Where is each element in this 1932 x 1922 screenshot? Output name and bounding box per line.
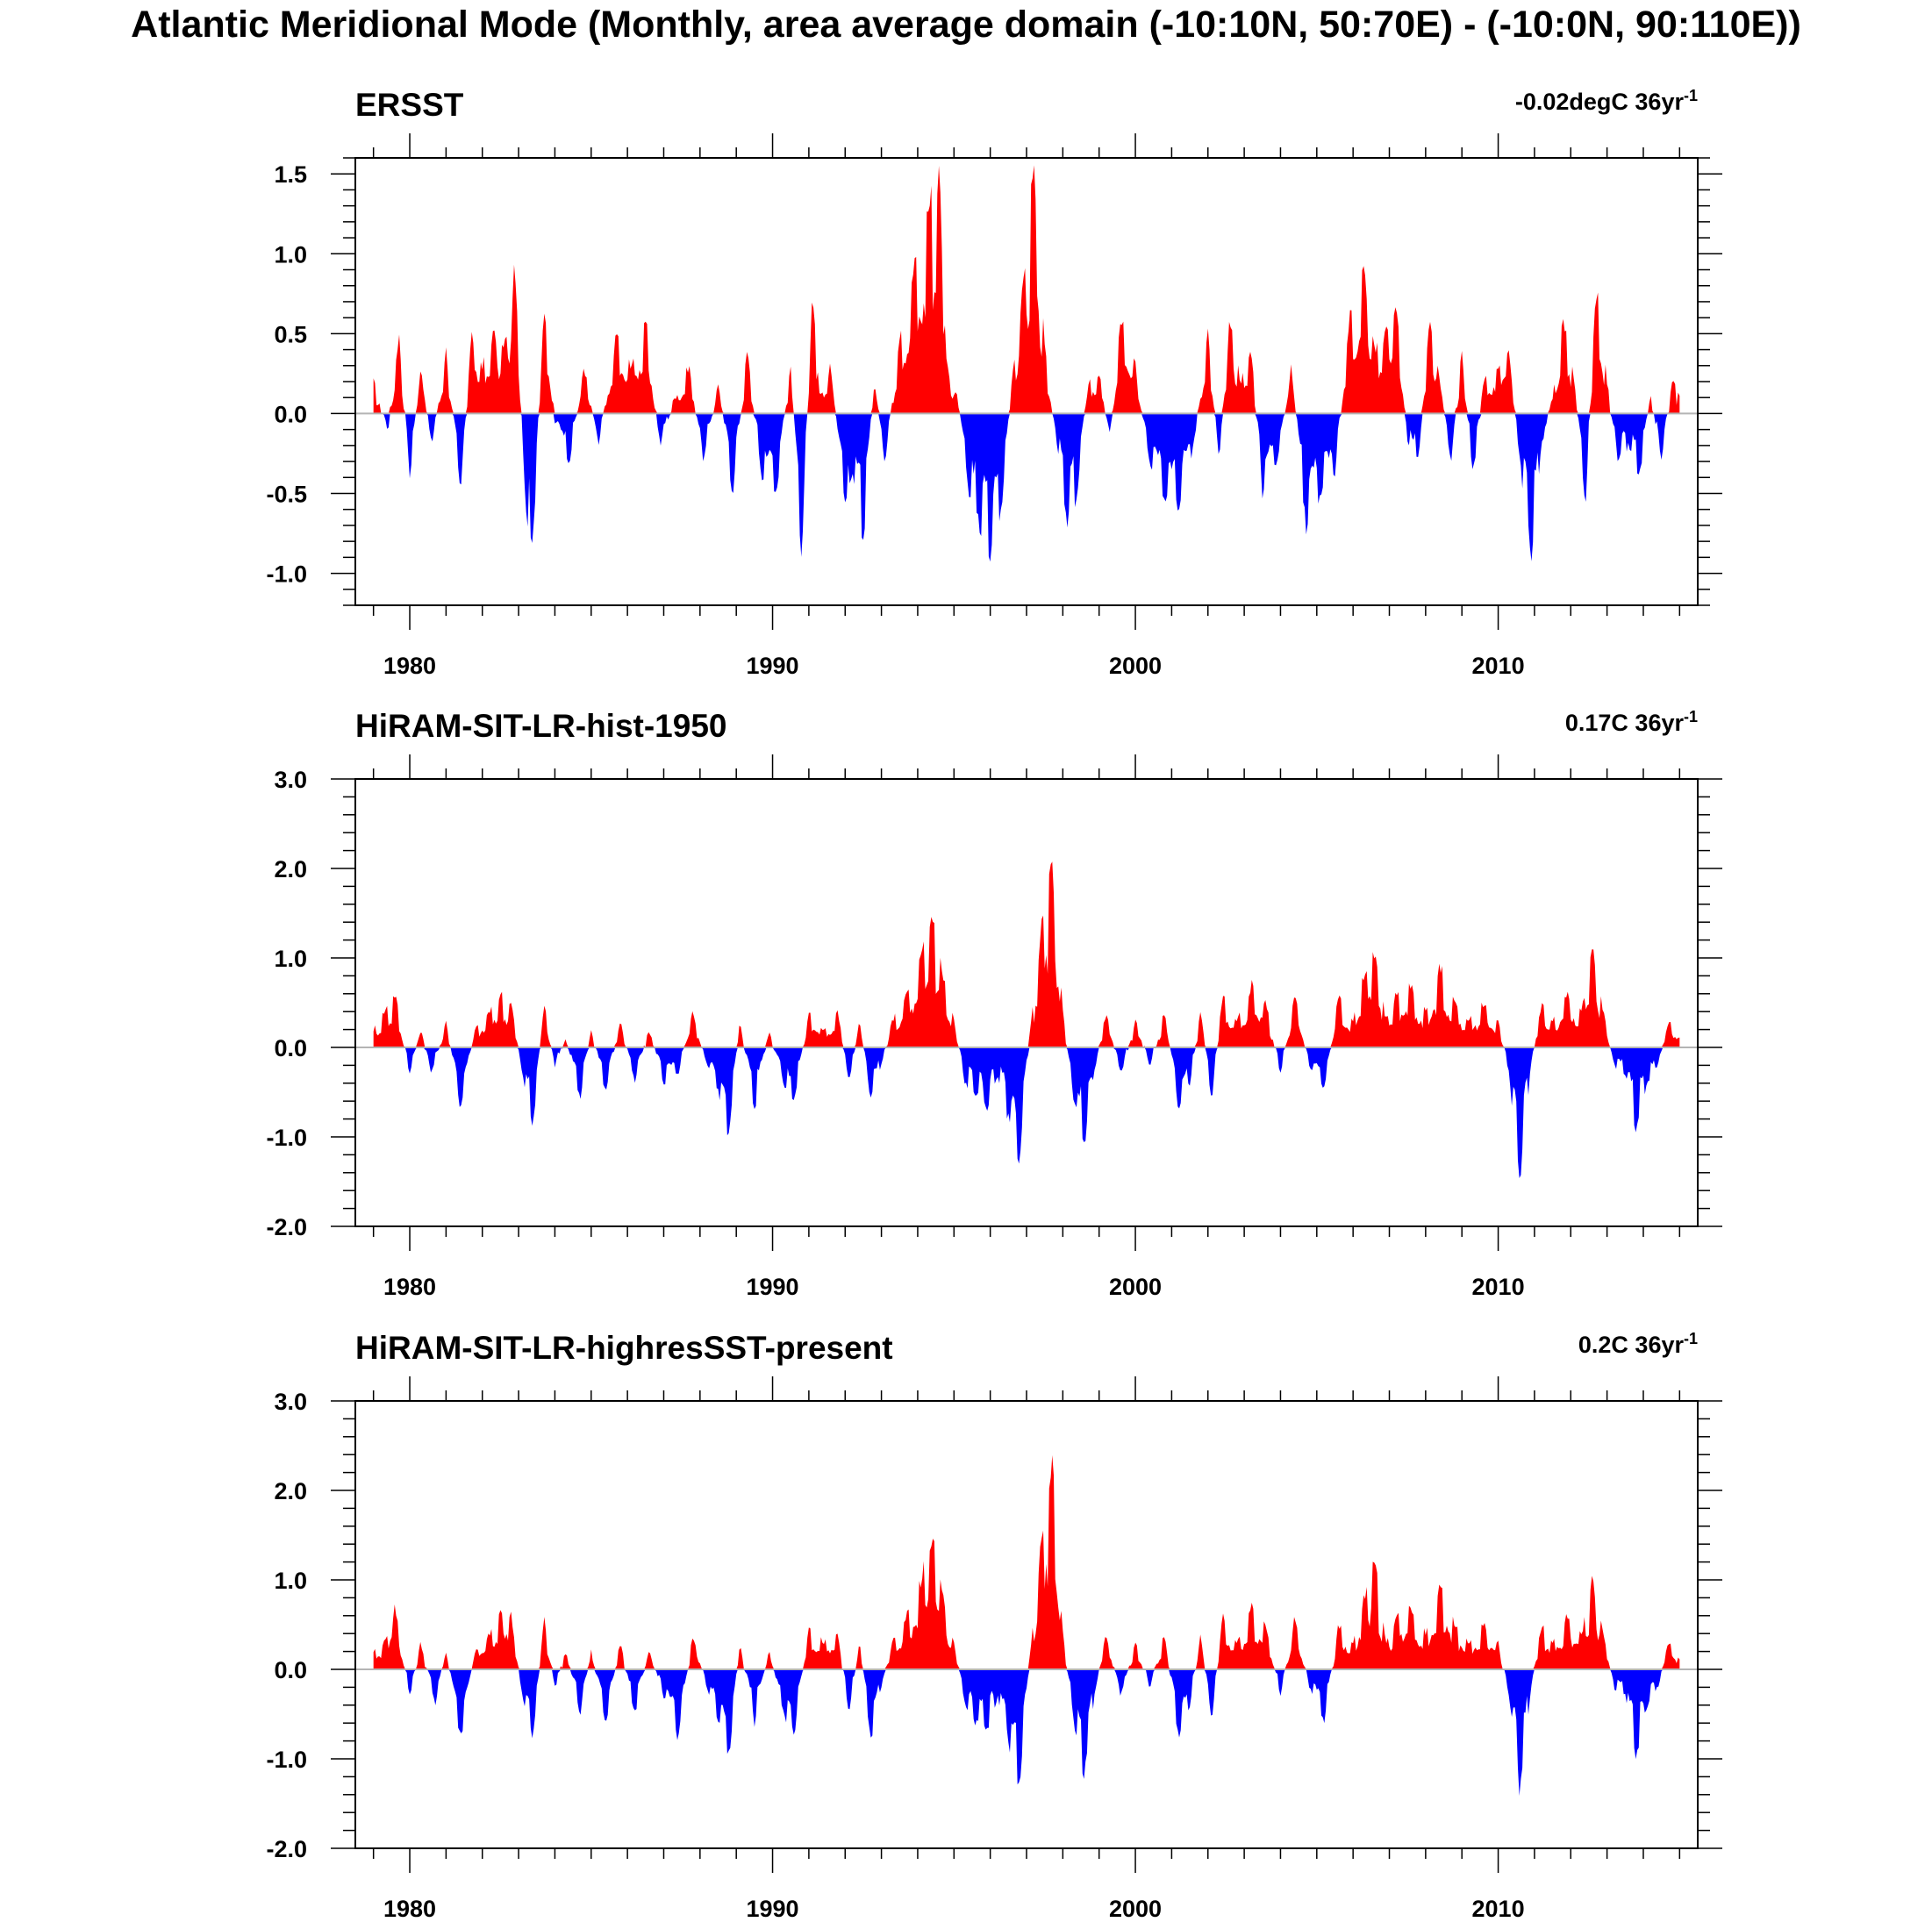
panel-title: HiRAM-SIT-LR-hist-1950 [355, 708, 726, 744]
negative-anomaly-area [373, 1669, 1680, 1797]
y-tick-label: 1.0 [274, 1568, 307, 1594]
x-tick-label: 1980 [383, 1896, 436, 1922]
y-tick-label: 3.0 [274, 1389, 307, 1415]
y-tick-label: 0.0 [274, 1657, 307, 1683]
y-tick-label: -1.0 [266, 1747, 307, 1773]
x-tick-label: 1980 [383, 653, 436, 679]
y-tick-label: -2.0 [266, 1836, 307, 1862]
chart-panel-2: HiRAM-SIT-LR-hist-1950 0.17C 36yr-1 -2.0 -1… [266, 708, 1722, 1300]
trend-label: -0.02degC 36yr-1 [1515, 87, 1698, 115]
x-tick-label: 2000 [1109, 1896, 1162, 1922]
chart-panel-3: HiRAM-SIT-LR-highresSST-present 0.2C 36yr… [266, 1330, 1722, 1922]
y-tick-label: -1.0 [266, 561, 307, 588]
chart-panel-1: ERSST -0.02degC 36yr-1 -1.0 -0.5 0.0 0.5 1.0 1.… [266, 87, 1722, 679]
y-tick-label: 1.5 [274, 161, 307, 188]
x-tick-label: 1990 [747, 1274, 799, 1300]
y-tick-label: 1.0 [274, 241, 307, 268]
negative-anomaly-area [373, 413, 1680, 562]
y-tick-label: -2.0 [266, 1214, 307, 1240]
plot-frame [354, 1400, 1699, 1849]
y-tick-label: 0.0 [274, 1035, 307, 1061]
panel-title: HiRAM-SIT-LR-highresSST-present [355, 1330, 893, 1366]
x-tick-label: 2000 [1109, 653, 1162, 679]
trend-label: 0.2C 36yr-1 [1578, 1330, 1698, 1358]
x-tick-label: 1980 [383, 1274, 436, 1300]
y-tick-label: -0.5 [266, 482, 307, 508]
x-tick-label: 2010 [1472, 1274, 1525, 1300]
panel-title: ERSST [355, 87, 464, 123]
x-tick-label: 2010 [1472, 1896, 1525, 1922]
y-tick-label: -1.0 [266, 1125, 307, 1151]
positive-anomaly-area [373, 861, 1680, 1047]
y-tick-label: 0.0 [274, 401, 307, 427]
trend-label: 0.17C 36yr-1 [1565, 708, 1698, 736]
x-tick-label: 1990 [747, 653, 799, 679]
y-tick-label: 2.0 [274, 1478, 307, 1504]
negative-anomaly-area [373, 1047, 1680, 1178]
x-tick-label: 2000 [1109, 1274, 1162, 1300]
figure-title: Atlantic Meridional Mode (Monthly, area … [131, 4, 1801, 46]
positive-anomaly-area [373, 1454, 1680, 1669]
plot-frame [354, 778, 1699, 1227]
y-tick-label: 0.5 [274, 321, 307, 347]
y-tick-label: 1.0 [274, 946, 307, 972]
x-tick-label: 1990 [747, 1896, 799, 1922]
x-tick-label: 2010 [1472, 653, 1525, 679]
positive-anomaly-area [373, 165, 1680, 414]
y-tick-label: 3.0 [274, 767, 307, 793]
y-tick-label: 2.0 [274, 856, 307, 882]
